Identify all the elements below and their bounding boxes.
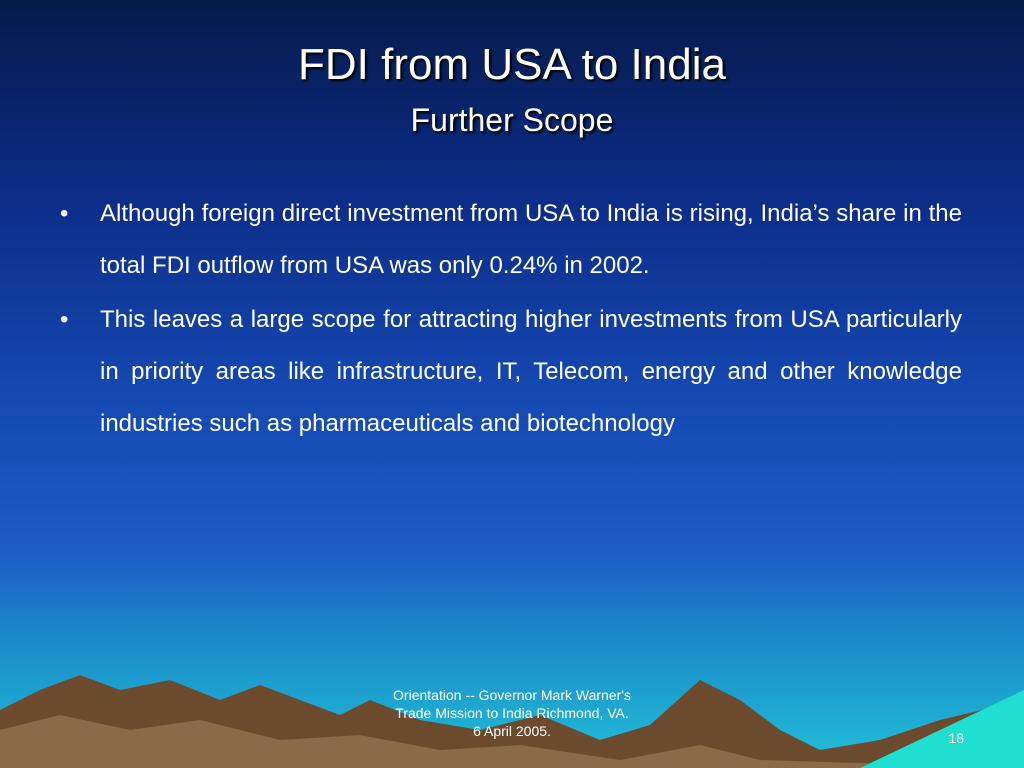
mountain-front — [0, 715, 1024, 768]
subtitle: Further Scope — [410, 102, 614, 138]
footer: Orientation -- Governor Mark Warner's Tr… — [340, 686, 684, 740]
footer-line: 6 April 2005. — [473, 723, 551, 739]
sea — [860, 690, 1024, 768]
bullet-list: Although foreign direct investment from … — [60, 188, 962, 452]
bullet: Although foreign direct investment from … — [60, 188, 962, 292]
footer-line: Trade Mission to India Richmond, VA. — [395, 705, 629, 721]
title: FDI from USA to India — [298, 40, 726, 89]
bullet: This leaves a large scope for attracting… — [60, 294, 962, 450]
page-number: 18 — [948, 730, 964, 746]
footer-line: Orientation -- Governor Mark Warner's — [393, 687, 631, 703]
